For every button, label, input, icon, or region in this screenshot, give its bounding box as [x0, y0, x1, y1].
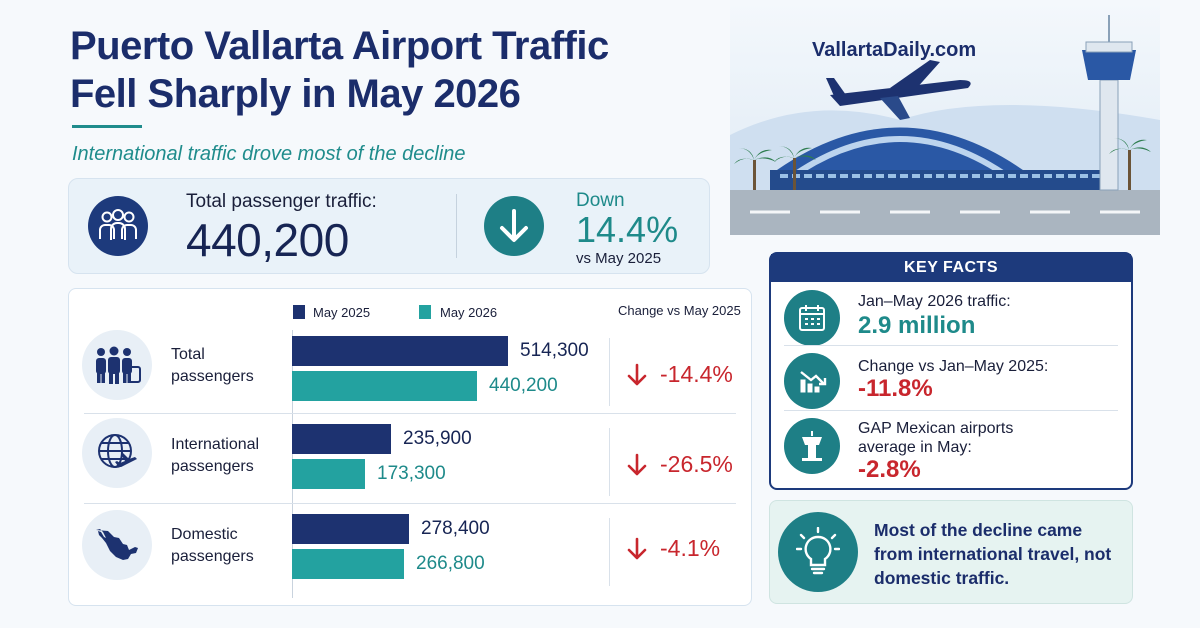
bar-label-2-0: 278,400 [421, 518, 490, 539]
calendar-icon [784, 290, 840, 346]
fact-1-value: 2.9 million [858, 312, 976, 339]
summary-divider [456, 194, 457, 258]
airplane-illustration [826, 60, 971, 120]
bar-label-0-0: 514,300 [520, 340, 589, 361]
headline-line-2: Fell Sharply in May 2026 [70, 72, 521, 116]
legend-label-2026: May 2026 [440, 305, 498, 320]
fact-3-label-line-1: GAP Mexican airports [858, 420, 1014, 437]
change-separator-3 [609, 518, 610, 586]
red-down-arrow-icon [626, 452, 648, 483]
bar-2-1 [292, 549, 404, 579]
row-label-domestic-line-2: passengers [171, 548, 254, 565]
lightbulb-icon [778, 512, 858, 592]
down-arrow-icon [484, 196, 544, 256]
fact-2-label: Change vs Jan–May 2025: [858, 358, 1049, 375]
row-label-international: International passengers [171, 434, 259, 478]
fact-separator-2 [784, 410, 1118, 411]
headline-line-1: Puerto Vallarta Airport Traffic [70, 24, 609, 68]
bar-0-1 [292, 371, 477, 401]
airport-illustration [730, 0, 1160, 235]
change-column-header: Change vs May 2025 [618, 303, 741, 318]
change-value-total: -14.4% [660, 361, 733, 387]
down-word: Down [576, 190, 625, 211]
headline: Puerto Vallarta Airport Traffic Fell Sha… [70, 22, 730, 118]
fact-3-value: -2.8% [858, 456, 921, 483]
fact-3-label: GAP Mexican airports average in May: [858, 419, 1013, 457]
palm-trees [734, 138, 1151, 190]
bar-1-0 [292, 424, 391, 454]
bar-label-1-1: 173,300 [377, 463, 446, 484]
change-value-international: -26.5% [660, 451, 733, 477]
fact-2-value: -11.8% [858, 375, 933, 402]
red-down-arrow-icon [626, 536, 648, 567]
down-vs-label: vs May 2025 [576, 250, 662, 267]
fact-1-label: Jan–May 2026 traffic: [858, 293, 1011, 310]
fact-separator-1 [784, 345, 1118, 346]
globe-plane-icon [82, 418, 152, 488]
legend-label-2025: May 2025 [313, 305, 371, 320]
control-tower-illustration [1082, 15, 1136, 191]
bar-label-2-1: 266,800 [416, 553, 485, 574]
row-label-total-line-1: Total [171, 346, 205, 363]
row-label-total: Total passengers [171, 344, 254, 388]
row-label-international-line-2: passengers [171, 458, 254, 475]
subtitle: International traffic drove most of the … [72, 143, 466, 165]
key-facts-header: KEY FACTS [771, 254, 1131, 282]
row-separator-2 [84, 503, 736, 504]
total-traffic-value: 440,200 [186, 214, 349, 266]
row-label-total-line-2: passengers [171, 368, 254, 385]
passengers-luggage-icon [82, 330, 152, 400]
control-tower-icon [784, 418, 840, 474]
change-value-domestic: -4.1% [660, 535, 721, 561]
total-traffic-label: Total passenger traffic: [186, 191, 377, 212]
terminal-building [770, 127, 1110, 190]
row-label-international-line-1: International [171, 436, 260, 453]
bar-0-0 [292, 336, 508, 366]
bar-1-1 [292, 459, 365, 489]
row-label-domestic: Domestic passengers [171, 524, 254, 568]
title-rule [72, 125, 142, 128]
bar-label-0-1: 440,200 [489, 375, 558, 396]
legend-swatch-2025 [293, 305, 305, 319]
summary-card [68, 178, 710, 274]
chart-down-icon [784, 353, 840, 409]
mexico-map-icon [82, 510, 152, 580]
bar-2-0 [292, 514, 409, 544]
down-percent: 14.4% [576, 209, 679, 250]
change-separator-1 [609, 338, 610, 406]
brand-name: VallartaDaily.com [812, 39, 977, 61]
row-separator-1 [84, 413, 736, 414]
people-group-icon [88, 196, 148, 256]
legend-swatch-2026 [419, 305, 431, 319]
runway [730, 190, 1160, 235]
red-down-arrow-icon [626, 362, 648, 393]
change-separator-2 [609, 428, 610, 496]
bar-plot-area: 514,300 440,200 235,900 173,300 278,400 266,8… [292, 0, 612, 628]
insight-text: Most of the decline came from internatio… [874, 520, 1112, 588]
fact-3-label-line-2: average in May: [858, 439, 972, 456]
bar-label-1-0: 235,900 [403, 428, 472, 449]
row-label-domestic-line-1: Domestic [171, 526, 238, 543]
